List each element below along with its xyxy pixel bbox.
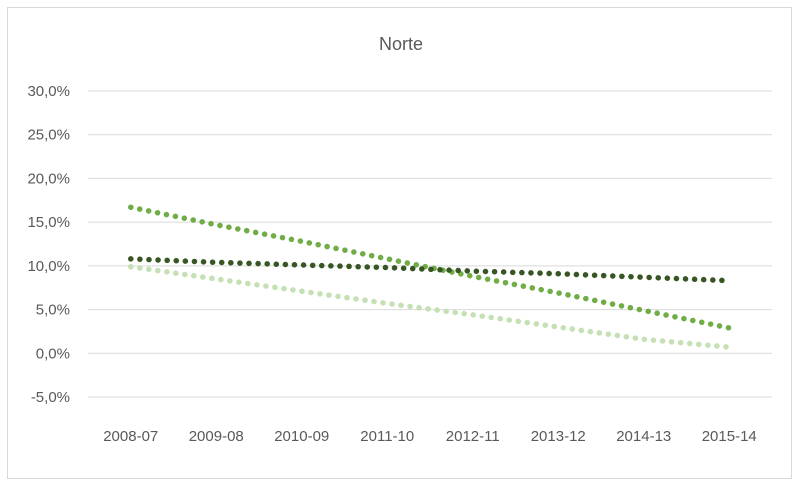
chart-title: Norte <box>379 34 423 54</box>
x-axis-ticks: 2008-07 2009-08 2010-09 2011-10 2012-11 2013-… <box>103 428 757 445</box>
x-tick-label: 2008-07 <box>103 428 158 445</box>
x-tick-label: 2011-10 <box>360 428 414 445</box>
gridlines <box>88 90 772 398</box>
y-tick-label: 15,0% <box>27 214 70 231</box>
y-tick-label: 25,0% <box>27 127 70 144</box>
series-line-1 <box>128 204 732 331</box>
series-line-3 <box>128 263 732 350</box>
y-tick-label: -5,0% <box>31 389 70 406</box>
series-line-2 <box>128 256 732 284</box>
y-axis-ticks: 30,0% 25,0% 20,0% 15,0% 10,0% 5,0% 0,0% -5,0% <box>27 83 70 406</box>
chart-frame <box>7 7 792 479</box>
y-tick-label: 10,0% <box>27 258 70 275</box>
y-tick-label: 20,0% <box>27 170 70 187</box>
x-tick-label: 2013-12 <box>531 428 586 445</box>
y-tick-label: 0,0% <box>36 345 70 362</box>
y-tick-label: 30,0% <box>27 83 70 100</box>
series-group <box>128 204 732 350</box>
x-tick-label: 2012-11 <box>446 428 500 445</box>
x-tick-label: 2010-09 <box>274 428 329 445</box>
x-tick-label: 2009-08 <box>189 428 244 445</box>
y-tick-label: 5,0% <box>36 302 70 319</box>
x-tick-label: 2015-14 <box>702 428 757 445</box>
x-tick-label: 2014-13 <box>616 428 671 445</box>
